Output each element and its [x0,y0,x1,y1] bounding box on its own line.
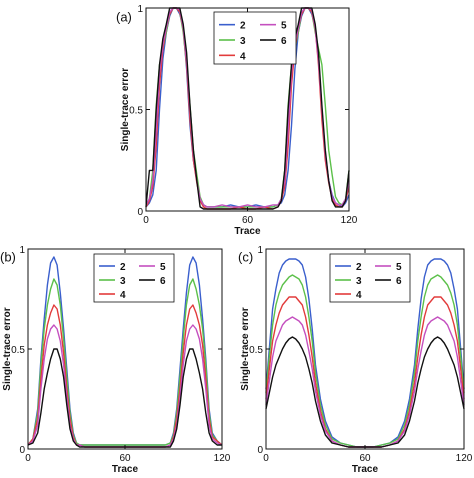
x-tick-label: 120 [456,453,473,464]
legend-label-2: 2 [356,262,362,273]
legend: 2 3 4 5 6 [93,253,175,303]
y-tick-label: 1 [19,245,25,256]
y-tick-label: 1 [257,245,263,256]
y-tick-label: 0.5 [249,345,263,356]
legend-label-6: 6 [396,276,402,287]
y-tick-label: 0 [257,445,263,456]
panel-label: (b) [0,250,16,265]
legend-label-5: 5 [396,262,402,273]
legend-label-2: 2 [240,21,246,32]
y-tick-label: 0.5 [129,106,143,117]
legend-label-4: 4 [120,290,126,301]
legend-label-5: 5 [160,262,166,273]
x-tick-label: 120 [341,215,358,226]
legend-label-6: 6 [160,276,166,287]
legend: 2 3 4 5 6 [329,253,411,303]
legend-label-4: 4 [356,290,362,301]
legend-label-6: 6 [281,36,287,47]
y-tick-label: 0 [137,207,143,218]
x-tick-label: 60 [119,453,131,464]
legend-label-3: 3 [120,276,126,287]
y-tick-label: 0.5 [11,345,25,356]
legend-label-3: 3 [240,36,246,47]
legend-box [213,11,297,65]
x-tick-label: 60 [359,453,371,464]
y-tick-label: 1 [137,4,143,15]
legend-label-4: 4 [240,51,246,62]
panel-2: 0 60 120 0 0.5 1 Trace Single-trace error (c) 2 3 4… [238,245,473,475]
panel-1: 0 60 120 0 0.5 1 Trace Single-trace error (b) 2 3 4… [0,245,231,475]
x-tick-label: 120 [214,453,231,464]
panel-0: 0 60 120 0 0.5 1 Trace Single-trace error (a) 2 3 4… [116,4,358,237]
legend-label-5: 5 [281,21,287,32]
y-axis-label: Single-trace error [120,68,131,151]
panel-label: (a) [116,10,132,25]
x-axis-label: Trace [352,464,379,475]
legend: 2 3 4 5 6 [213,11,297,65]
x-tick-label: 0 [143,215,149,226]
x-tick-label: 60 [242,215,254,226]
y-axis-label: Single-trace error [240,307,251,390]
x-tick-label: 0 [25,453,31,464]
y-tick-label: 0 [19,445,25,456]
legend-label-2: 2 [120,262,126,273]
x-tick-label: 0 [263,453,269,464]
x-axis-label: Trace [234,226,261,237]
x-axis-label: Trace [112,464,139,475]
panel-label: (c) [238,250,253,265]
y-axis-label: Single-trace error [2,307,13,390]
legend-label-3: 3 [356,276,362,287]
